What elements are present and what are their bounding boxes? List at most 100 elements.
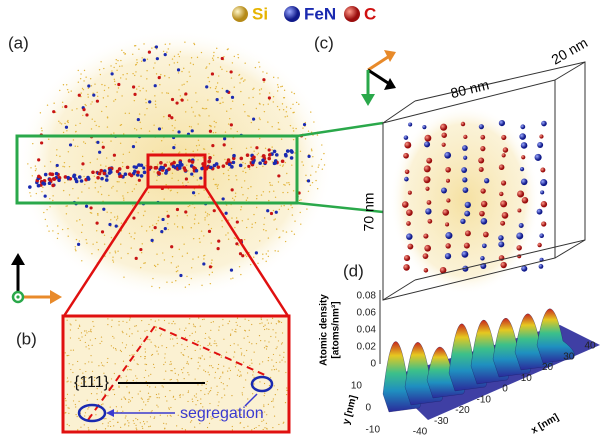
si-atom [232,198,233,199]
si-atom [155,329,156,330]
si-atom [247,197,248,198]
atom [290,156,294,160]
si-atom [261,194,262,195]
atom [172,165,176,169]
atom [142,166,145,169]
panel-label: (d) [343,261,364,280]
si-atom [129,233,130,234]
si-atom [78,82,79,83]
si-atom [32,175,33,176]
si-atom [188,390,189,391]
si-atom [81,92,82,93]
si-atom [265,230,266,231]
si-atom [129,336,130,337]
atom [69,143,72,146]
atom [255,146,258,149]
si-atom [77,146,78,147]
legend-icon [344,6,360,22]
si-atom [278,181,279,182]
atom [230,269,233,272]
si-atom [154,62,155,63]
atom [132,85,135,88]
si-atom [101,84,102,85]
si-atom [163,386,164,387]
atom [56,164,59,167]
si-atom [230,345,231,346]
si-atom [245,163,246,164]
atom [154,84,157,87]
si-atom [224,395,225,396]
si-atom [97,214,98,215]
si-atom [127,369,128,370]
si-atom [57,233,58,234]
si-atom [202,355,203,356]
atom [252,156,256,160]
atom [158,76,161,79]
si-atom [91,393,92,394]
si-atom [69,363,70,364]
si-atom [250,264,251,265]
atom [428,219,433,224]
si-atom [237,325,238,326]
si-atom [161,345,162,346]
si-atom [162,385,163,386]
si-atom [135,142,136,143]
atom [521,178,528,185]
si-atom [283,357,284,358]
si-atom [217,91,218,92]
atom [230,70,233,73]
si-atom [149,386,150,387]
si-atom [144,211,145,212]
atom [211,72,214,75]
atom [241,254,244,257]
atom [303,123,306,126]
atom [228,163,232,167]
si-atom [134,238,135,239]
si-atom [271,126,272,127]
si-atom [194,427,195,428]
x-tick-label: 40 [584,341,596,352]
si-atom [49,206,50,207]
si-atom [311,149,312,150]
si-atom [268,322,269,323]
si-atom [275,197,276,198]
si-atom [158,220,159,221]
si-atom [189,284,190,285]
si-atom [276,323,277,324]
si-atom [182,428,183,429]
si-atom [273,219,274,220]
si-atom [146,78,147,79]
si-atom [44,165,45,166]
si-atom [168,407,169,408]
si-atom [218,184,219,185]
si-atom [127,253,128,254]
si-atom [235,329,236,330]
atom [102,146,105,149]
si-atom [246,227,247,228]
si-atom [279,164,280,165]
si-atom [120,77,121,78]
si-atom [235,175,236,176]
si-atom [137,212,138,213]
si-atom [129,113,130,114]
si-atom [202,108,203,109]
si-atom [322,169,323,170]
atom [175,101,178,104]
si-atom [154,418,155,419]
si-atom [155,320,156,321]
atom [119,174,123,178]
atom [521,155,525,159]
atom [441,132,447,138]
si-atom [158,353,159,354]
si-atom [192,399,193,400]
si-atom [240,209,241,210]
si-atom [52,195,53,196]
si-atom [169,409,170,410]
si-atom [208,153,209,154]
si-atom [158,319,159,320]
atom [517,190,524,197]
si-atom [208,372,209,373]
si-atom [143,401,144,402]
si-atom [231,77,232,78]
si-atom [134,75,135,76]
